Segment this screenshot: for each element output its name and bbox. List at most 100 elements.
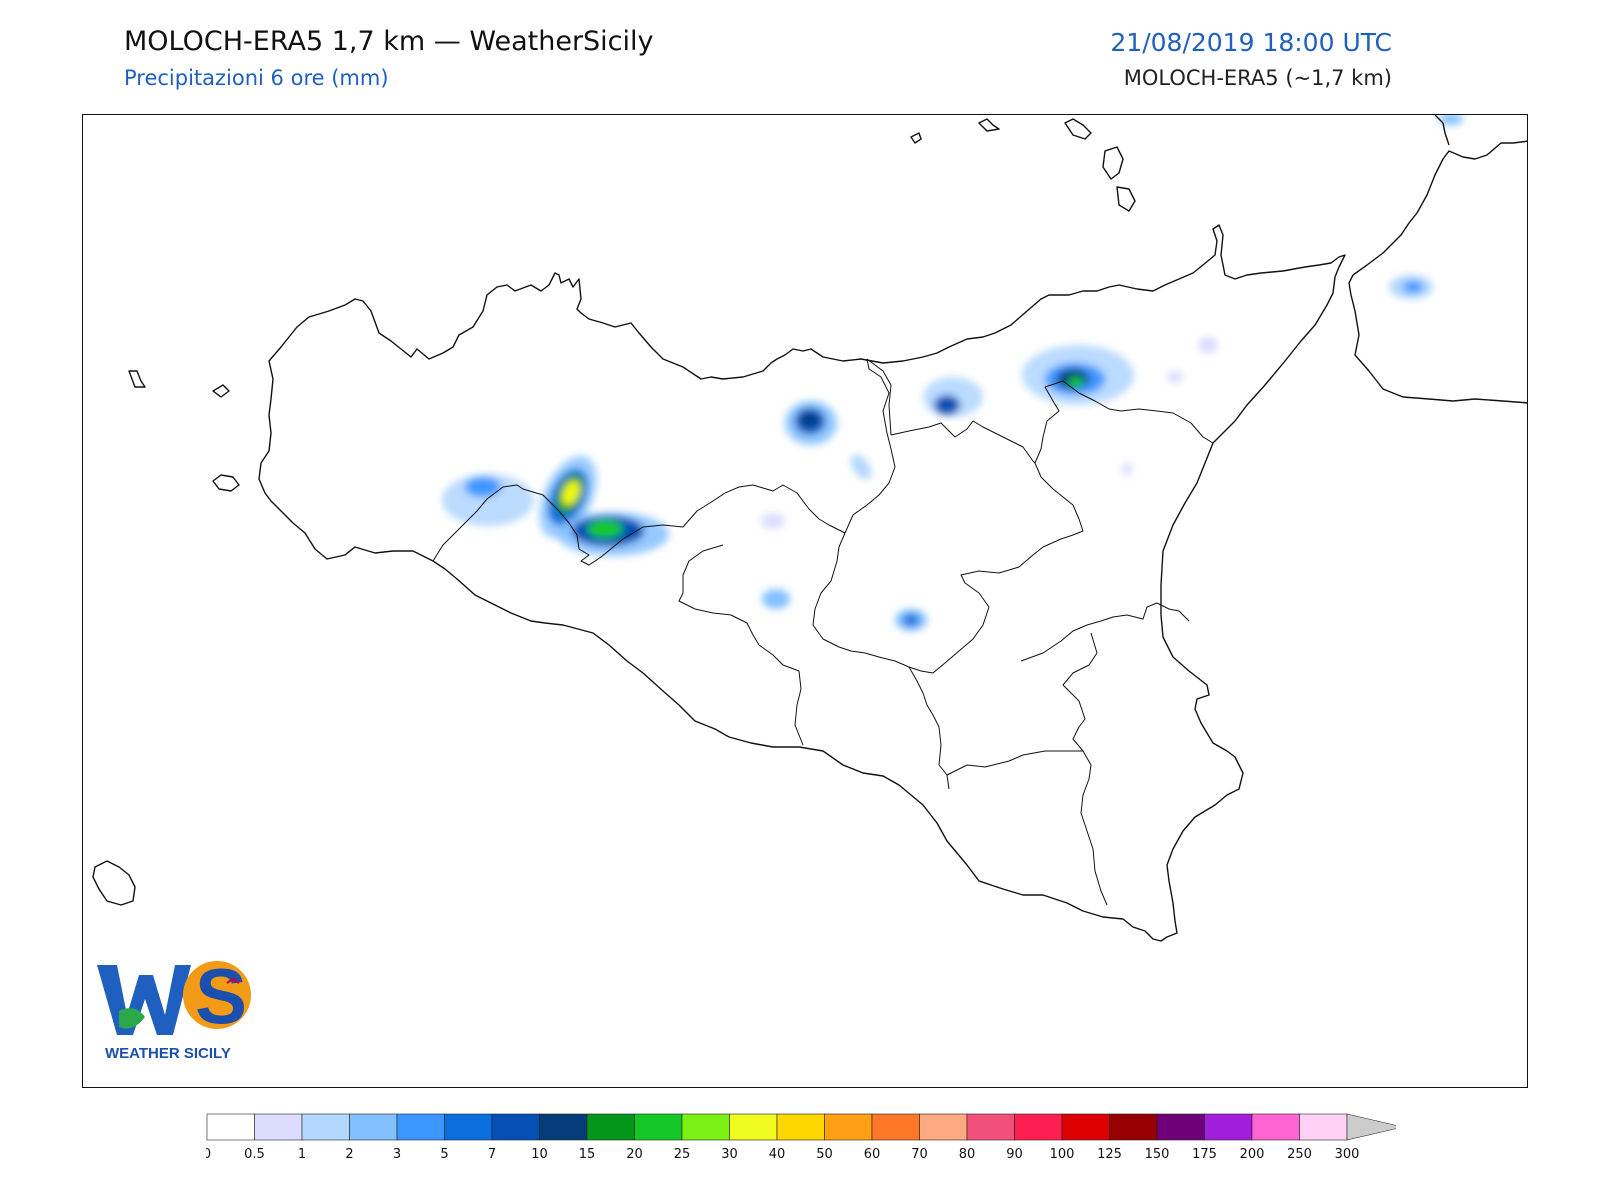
colorbar-swatch	[776, 1113, 825, 1141]
precipitation-colorbar: 0 0.5 1 2 3 5 7 10 15 20 25 30 40 50 60 70 80 90 100 125 150…	[206, 1113, 1396, 1162]
colorbar-tick-label: 300	[1335, 1147, 1360, 1162]
egadi-favignana	[212, 474, 240, 492]
colorbar-tick-label: 80	[959, 1147, 976, 1162]
colorbar-tick-label: 7	[488, 1147, 496, 1162]
colorbar-tick-label: 15	[579, 1147, 596, 1162]
cell-belice	[442, 474, 534, 526]
colorbar-tick-label: 20	[626, 1147, 643, 1162]
colorbar-tick-label: 60	[864, 1147, 881, 1162]
precipitation-map: S WEATHER SICILY	[82, 114, 1528, 1088]
cell-aeolian-edge	[1439, 115, 1463, 125]
border-caltanissetta-enna	[812, 420, 1084, 674]
salina-island	[1064, 118, 1092, 140]
model-label: MOLOCH-ERA5 (~1,7 km)	[1123, 66, 1392, 90]
calabria-coastline	[1348, 140, 1527, 404]
colorbar-tick-label: 0	[206, 1147, 211, 1162]
vulcano-island	[1116, 186, 1136, 212]
colorbar-swatch	[634, 1113, 683, 1141]
ustica-island	[910, 132, 922, 144]
colorbar-overflow-arrow	[1346, 1113, 1396, 1141]
colorbar-tick-label: 1	[298, 1147, 306, 1162]
colorbar-swatch	[254, 1113, 303, 1141]
ws-leaf-icon	[119, 1008, 145, 1029]
colorbar-swatch	[491, 1113, 540, 1141]
border-ragusa-siracusa	[946, 750, 1108, 906]
colorbar-tick-label: 100	[1050, 1147, 1075, 1162]
colorbar-swatch	[1061, 1113, 1110, 1141]
pantelleria-island	[92, 860, 136, 906]
colorbar-tick-label: 90	[1006, 1147, 1023, 1162]
colorbar-swatch	[206, 1113, 255, 1141]
colorbar-swatch	[444, 1113, 493, 1141]
egadi-marettimo	[128, 370, 146, 388]
border-palermo-messina	[866, 358, 892, 436]
colorbar-swatch	[729, 1113, 778, 1141]
precipitation-field	[442, 115, 1463, 631]
ws-sun-icon	[183, 961, 251, 1029]
border-palermo-agrigento	[558, 484, 846, 566]
colorbar-tick-label: 5	[440, 1147, 448, 1162]
colorbar-swatch	[966, 1113, 1015, 1141]
sicily-coastline	[258, 224, 1346, 942]
cell-caltanissetta-south	[762, 589, 790, 609]
colorbar-tick-label: 200	[1240, 1147, 1265, 1162]
map-title: MOLOCH-ERA5 1,7 km — WeatherSicily	[124, 26, 654, 57]
map-subtitle: Precipitazioni 6 ore (mm)	[124, 66, 389, 90]
ws-bird-icon	[226, 977, 240, 984]
valid-datetime: 21/08/2019 18:00 UTC	[1110, 28, 1392, 57]
colorbar-swatch	[1251, 1113, 1300, 1141]
logo-caption: WEATHER SICILY	[105, 1045, 231, 1062]
border-catania-ragusa-siracusa	[1020, 602, 1190, 662]
colorbar-tick-label: 25	[674, 1147, 691, 1162]
colorbar-swatch	[681, 1113, 730, 1141]
colorbar-tick-label: 70	[911, 1147, 928, 1162]
colorbar-swatch	[539, 1113, 588, 1141]
colorbar-swatch	[1014, 1113, 1063, 1141]
colorbar-swatch	[919, 1113, 968, 1141]
colorbar-tick-label: 3	[393, 1147, 401, 1162]
colorbar-swatch	[301, 1113, 350, 1141]
map-canvas: S WEATHER SICILY	[92, 115, 1527, 1062]
alicudi-island	[978, 118, 1000, 132]
colorbar-tick-label: 10	[531, 1147, 548, 1162]
province-borders	[432, 358, 1214, 906]
ws-w-glyph	[97, 965, 191, 1035]
border-caltanissetta-ragusa	[908, 666, 950, 790]
border-trapani-palermo	[432, 484, 560, 562]
colorbar-swatch	[1204, 1113, 1253, 1141]
colorbar-swatch	[349, 1113, 398, 1141]
colorbar-swatches	[206, 1113, 1396, 1141]
calabria-coast-north	[1434, 115, 1450, 146]
colorbar-tick-label: 150	[1145, 1147, 1170, 1162]
colorbar-tick-label: 2	[345, 1147, 353, 1162]
colorbar-swatch	[396, 1113, 445, 1141]
cell-nebrodi-west	[923, 377, 983, 417]
colorbar-swatch	[871, 1113, 920, 1141]
lipari-island	[1102, 146, 1124, 180]
border-palermo-caltanissetta	[844, 358, 896, 534]
cell-small-scattered	[761, 337, 1218, 529]
cell-calabria	[1389, 275, 1433, 299]
colorbar-tick-label: 40	[769, 1147, 786, 1162]
colorbar-swatch	[1299, 1113, 1348, 1141]
colorbar-tick-label: 50	[816, 1147, 833, 1162]
coastlines	[92, 115, 1527, 942]
colorbar-tick-label: 175	[1192, 1147, 1217, 1162]
cell-nebrodi	[1022, 345, 1134, 405]
colorbar-tick-label: 30	[721, 1147, 738, 1162]
colorbar-swatch	[586, 1113, 635, 1141]
border-agrigento-caltanissetta	[678, 544, 804, 746]
cell-palermo-hinterland	[539, 455, 597, 539]
colorbar-tick-label: 0.5	[244, 1147, 265, 1162]
cell-sosio-platani	[557, 512, 669, 556]
border-enna-messina	[890, 420, 1036, 464]
cell-enna-south	[895, 609, 927, 631]
cell-enna-north	[785, 401, 837, 445]
colorbar-swatch	[824, 1113, 873, 1141]
border-catania-ragusa	[1062, 632, 1098, 752]
egadi-levanzo	[212, 384, 230, 398]
ws-letter-s: S	[195, 952, 247, 1040]
colorbar-swatch	[1156, 1113, 1205, 1141]
colorbar-tick-label: 125	[1097, 1147, 1122, 1162]
colorbar-swatch	[1109, 1113, 1158, 1141]
